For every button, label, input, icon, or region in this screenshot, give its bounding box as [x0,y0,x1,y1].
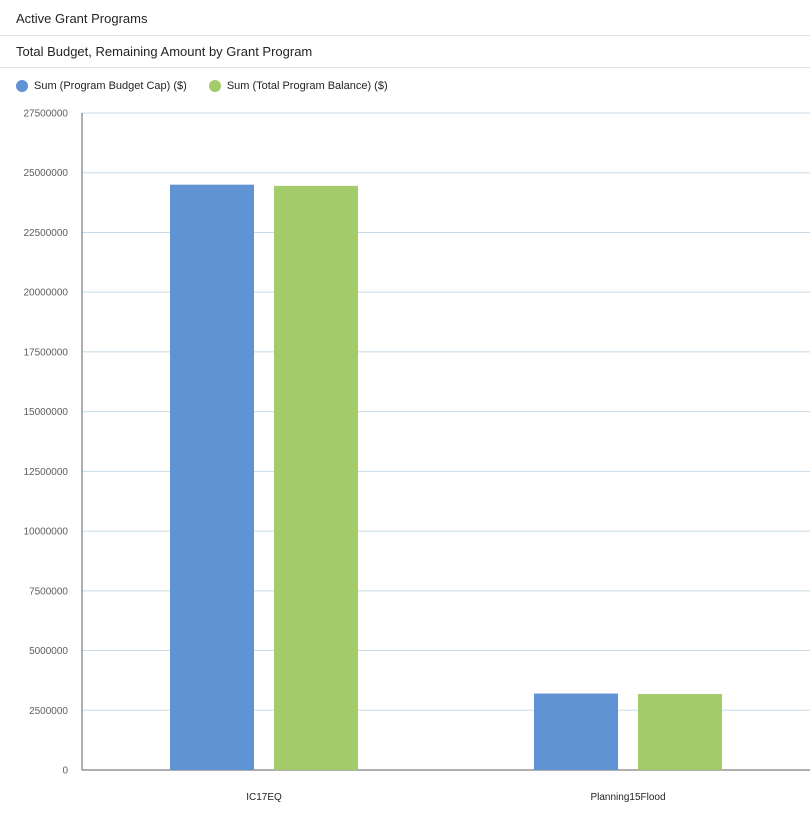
x-category-label: IC17EQ [246,792,282,803]
x-category-label: Planning15Flood [590,792,665,803]
chart-legend: Sum (Program Budget Cap) ($) Sum (Total … [16,78,410,94]
y-tick-label: 2500000 [29,706,68,717]
chart-title: Total Budget, Remaining Amount by Grant … [16,44,313,59]
y-tick-label: 10000000 [24,527,69,538]
y-tick-label: 27500000 [24,109,69,120]
y-tick-label: 5000000 [29,646,68,657]
bar[interactable] [638,694,722,770]
y-tick-label: 15000000 [24,407,69,418]
bar[interactable] [274,185,358,770]
bar[interactable] [170,184,254,770]
y-tick-label: 22500000 [24,228,69,239]
legend-label: Sum (Program Budget Cap) ($) [34,80,187,92]
legend-label: Sum (Total Program Balance) ($) [226,80,388,92]
legend-item-program-balance[interactable]: Sum (Total Program Balance) ($) [208,80,388,92]
chart-header [0,36,810,68]
legend-dot-icon [16,80,28,92]
page-title: Active Grant Programs [16,11,148,26]
y-tick-label: 25000000 [24,168,69,179]
y-tick-label: 7500000 [29,586,68,597]
visual-header [0,0,810,36]
y-tick-label: 0 [62,766,68,777]
y-tick-label: 12500000 [24,467,69,478]
y-tick-label: 17500000 [24,347,69,358]
y-tick-label: 20000000 [24,288,69,299]
legend-item-budget-cap[interactable]: Sum (Program Budget Cap) ($) [16,80,187,92]
bar[interactable] [534,693,618,770]
legend-dot-icon [208,80,221,92]
